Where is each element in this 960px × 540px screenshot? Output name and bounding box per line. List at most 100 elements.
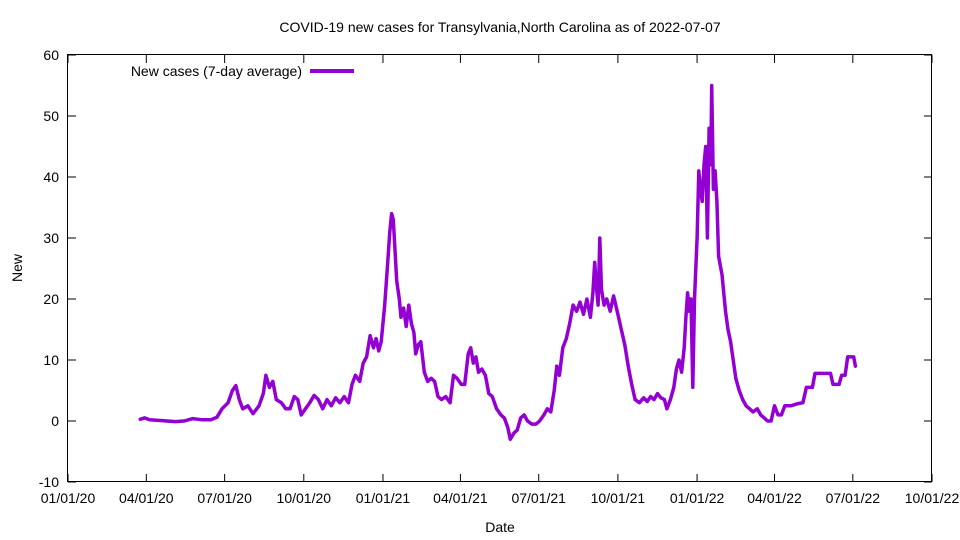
data-point bbox=[813, 371, 817, 375]
chart-title: COVID-19 new cases for Transylvania,Nort… bbox=[279, 19, 720, 35]
data-point bbox=[402, 306, 406, 310]
y-axis-label: New bbox=[9, 253, 25, 282]
data-point bbox=[390, 212, 394, 216]
data-point bbox=[329, 404, 333, 408]
x-tick-label: 10/01/20 bbox=[277, 490, 332, 506]
data-point bbox=[668, 398, 672, 402]
data-point bbox=[334, 396, 338, 400]
data-point bbox=[840, 373, 844, 377]
data-point bbox=[697, 169, 701, 173]
data-point bbox=[726, 328, 730, 331]
data-point bbox=[474, 355, 478, 359]
data-point bbox=[251, 412, 255, 416]
y-tick-label: -10 bbox=[39, 474, 59, 490]
data-point bbox=[358, 379, 362, 383]
data-point bbox=[372, 346, 375, 350]
data-point bbox=[284, 407, 288, 411]
data-point bbox=[729, 340, 733, 344]
data-point bbox=[440, 398, 443, 402]
data-point bbox=[751, 410, 755, 414]
data-point bbox=[645, 400, 649, 403]
data-point bbox=[404, 325, 408, 328]
data-point bbox=[165, 419, 169, 423]
data-point bbox=[416, 343, 420, 347]
data-point bbox=[623, 343, 627, 347]
data-point bbox=[347, 401, 350, 405]
x-tick-label: 10/01/22 bbox=[905, 490, 960, 506]
data-point bbox=[350, 382, 354, 386]
data-point bbox=[568, 321, 572, 325]
data-point bbox=[230, 389, 234, 392]
data-point bbox=[148, 418, 152, 422]
data-point bbox=[419, 340, 423, 344]
data-point bbox=[368, 334, 372, 338]
data-point bbox=[483, 373, 487, 377]
data-point bbox=[471, 361, 475, 365]
data-point bbox=[561, 346, 565, 350]
data-point bbox=[200, 418, 204, 422]
series-line-new-cases bbox=[138, 83, 858, 442]
data-point bbox=[374, 337, 378, 341]
data-point bbox=[642, 396, 646, 400]
data-point bbox=[555, 364, 559, 368]
data-point bbox=[530, 422, 534, 426]
data-point bbox=[138, 417, 142, 421]
data-point bbox=[649, 395, 653, 399]
data-point bbox=[502, 416, 506, 420]
data-point bbox=[469, 346, 473, 350]
data-point bbox=[495, 407, 499, 411]
data-point bbox=[748, 407, 752, 411]
y-tick-label: 10 bbox=[43, 352, 59, 368]
data-point bbox=[409, 321, 413, 325]
y-tick-label: 40 bbox=[43, 169, 59, 185]
data-point bbox=[353, 373, 357, 377]
data-point bbox=[246, 404, 250, 408]
x-tick-label: 01/01/20 bbox=[41, 490, 96, 506]
data-point bbox=[789, 404, 793, 408]
data-point bbox=[759, 413, 763, 417]
data-point bbox=[695, 236, 699, 240]
data-point bbox=[304, 407, 307, 411]
data-point bbox=[412, 331, 416, 335]
data-point bbox=[724, 309, 727, 313]
data-point bbox=[682, 346, 686, 350]
data-point bbox=[769, 419, 773, 423]
data-point bbox=[261, 392, 265, 396]
data-point bbox=[426, 379, 430, 383]
data-point bbox=[388, 230, 392, 234]
data-point bbox=[143, 416, 147, 420]
data-point bbox=[707, 126, 711, 130]
data-point bbox=[512, 431, 516, 435]
data-point bbox=[477, 370, 480, 374]
x-axis: 01/01/20 04/01/20 07/01/20 10/01/20 01/01/21… bbox=[41, 55, 960, 506]
x-tick-label: 04/01/20 bbox=[119, 490, 174, 506]
data-point bbox=[843, 373, 847, 377]
data-point bbox=[686, 291, 690, 295]
data-point bbox=[174, 420, 178, 424]
data-point bbox=[656, 392, 659, 396]
data-point bbox=[591, 291, 595, 295]
data-point bbox=[522, 413, 526, 417]
data-point bbox=[422, 370, 426, 374]
data-point bbox=[829, 371, 832, 375]
data-point bbox=[215, 415, 219, 419]
data-point bbox=[702, 163, 706, 167]
data-point bbox=[633, 398, 637, 402]
data-point bbox=[480, 367, 484, 371]
data-point bbox=[407, 303, 411, 307]
x-tick-label: 01/01/22 bbox=[670, 490, 725, 506]
data-point bbox=[825, 371, 829, 375]
data-point bbox=[361, 361, 365, 365]
data-point bbox=[490, 395, 494, 399]
legend: New cases (7-day average) bbox=[131, 63, 354, 79]
data-point bbox=[596, 303, 600, 307]
data-point bbox=[237, 398, 241, 402]
data-point bbox=[619, 328, 623, 331]
data-point bbox=[662, 398, 666, 402]
data-point bbox=[755, 407, 759, 411]
data-point bbox=[801, 401, 805, 405]
data-point bbox=[209, 418, 213, 422]
data-point bbox=[499, 413, 503, 417]
data-point bbox=[444, 395, 448, 399]
data-point bbox=[274, 398, 278, 402]
